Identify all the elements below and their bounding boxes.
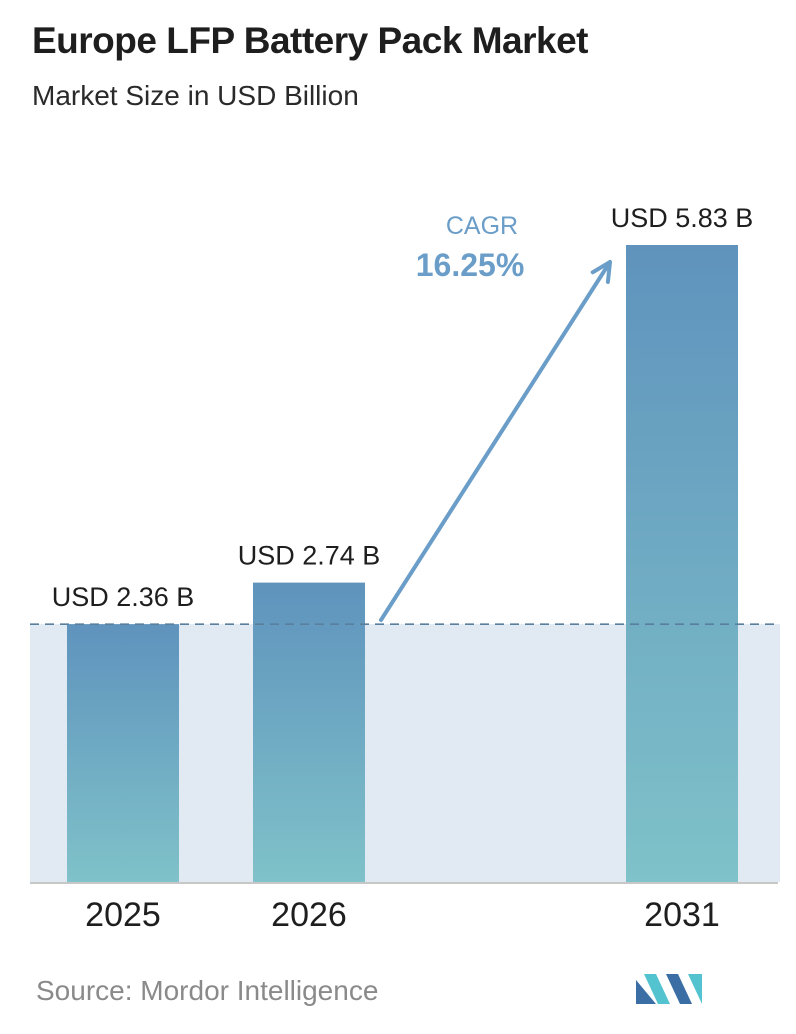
cagr-value: 16.25% — [416, 247, 525, 283]
category-label-2025: 2025 — [85, 896, 161, 934]
category-label-2031: 2031 — [644, 896, 720, 934]
chart-subtitle: Market Size in USD Billion — [32, 80, 359, 111]
category-label-2026: 2026 — [271, 896, 347, 934]
mordor-intelligence-logo-icon — [636, 974, 702, 1004]
bar-2031 — [626, 245, 738, 882]
value-label-2026: USD 2.74 B — [238, 541, 381, 571]
bar-layer — [67, 245, 738, 882]
value-label-2025: USD 2.36 B — [52, 582, 195, 612]
source-text: Source: Mordor Intelligence — [36, 975, 379, 1006]
value-label-2031: USD 5.83 B — [611, 203, 754, 233]
bar-2025 — [67, 624, 179, 882]
label-layer: USD 2.36 B 2025 USD 2.74 B 2026 USD 5.83 B 20… — [52, 203, 754, 934]
cagr-label: CAGR — [446, 212, 518, 240]
bar-2026 — [253, 582, 365, 882]
cagr-arrow — [379, 260, 612, 622]
chart-title: Europe LFP Battery Pack Market — [32, 20, 588, 61]
